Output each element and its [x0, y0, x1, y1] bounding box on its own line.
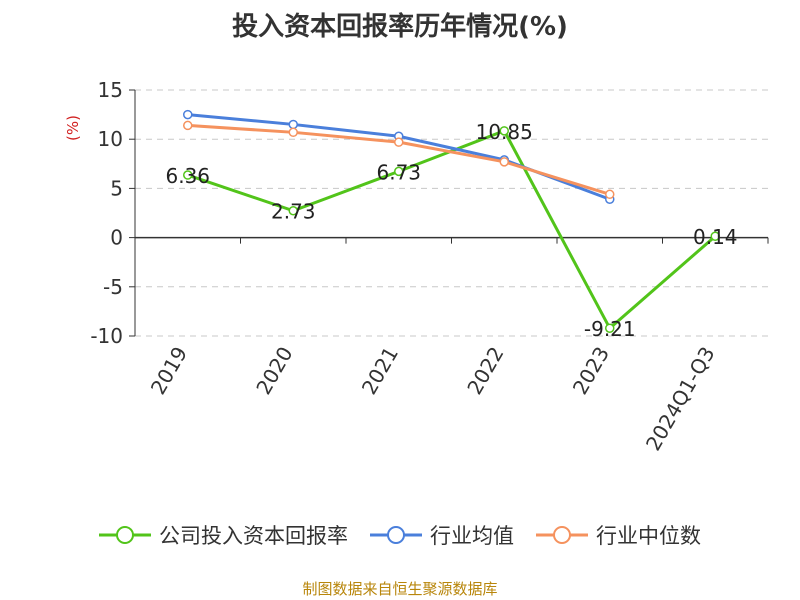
y-tick-label: 0 — [110, 226, 123, 250]
data-point[interactable] — [605, 189, 615, 200]
y-tick-label: 15 — [98, 78, 123, 102]
legend-item-company[interactable]: 公司投入资本回报率 — [99, 520, 348, 550]
x-tick-label: 2020 — [251, 343, 297, 399]
legend-swatch-industry-median — [536, 526, 588, 544]
legend-swatch-company — [99, 526, 151, 544]
data-point[interactable] — [183, 109, 193, 120]
y-tick-label: -5 — [103, 275, 123, 299]
source-note: 制图数据来自恒生聚源数据库 — [302, 580, 498, 598]
series-line-0 — [187, 129, 717, 330]
data-point[interactable] — [394, 137, 404, 147]
data-point[interactable] — [288, 127, 298, 138]
chart-title: 投入资本回报率历年情况(%) — [232, 12, 568, 42]
y-tick-label: 10 — [98, 127, 123, 151]
legend-label-industry-mean: 行业均值 — [430, 524, 514, 548]
legend-swatch-industry-mean — [370, 526, 422, 544]
y-tick-label: 5 — [110, 176, 123, 200]
series-lines — [183, 109, 720, 333]
y-tick-label: -10 — [90, 324, 123, 348]
x-tick-label: 2022 — [462, 343, 508, 399]
data-point[interactable] — [288, 205, 298, 216]
series-line-1 — [187, 113, 611, 201]
data-point[interactable] — [605, 323, 615, 333]
data-point[interactable] — [499, 126, 509, 136]
data-label: 10.85 — [476, 120, 533, 144]
data-point[interactable] — [183, 170, 193, 180]
x-tick-labels: 2019 2020 2021 2022 2023 2024Q1-Q3 — [146, 343, 720, 455]
axes — [129, 89, 769, 337]
y-tick-labels: -10 -5 0 5 10 15 — [90, 78, 123, 348]
y-axis-label: (%) — [64, 115, 82, 141]
data-label: -9.21 — [584, 317, 636, 341]
legend-label-company: 公司投入资本回报率 — [159, 524, 348, 548]
x-tick-label: 2019 — [146, 343, 192, 399]
x-tick-label: 2021 — [357, 343, 403, 399]
legend-item-industry-mean[interactable]: 行业均值 — [370, 520, 514, 550]
data-point[interactable] — [288, 119, 298, 130]
data-label: 6.36 — [165, 164, 210, 188]
data-label: 6.73 — [376, 160, 421, 184]
legend-label-industry-median: 行业中位数 — [596, 524, 701, 548]
data-point[interactable] — [499, 157, 509, 167]
data-point[interactable] — [710, 231, 720, 241]
data-labels: 6.36 2.73 6.73 10.85 -9.21 0.14 — [165, 120, 737, 341]
data-point[interactable] — [394, 166, 404, 177]
legend: 公司投入资本回报率 行业均值 行业中位数 — [0, 520, 800, 550]
data-point[interactable] — [183, 120, 193, 131]
x-tick-label: 2024Q1-Q3 — [641, 343, 720, 455]
legend-item-industry-median[interactable]: 行业中位数 — [536, 520, 701, 550]
x-tick-label: 2023 — [568, 343, 614, 399]
data-label: 2.73 — [271, 200, 316, 224]
data-label: 0.14 — [693, 225, 738, 249]
